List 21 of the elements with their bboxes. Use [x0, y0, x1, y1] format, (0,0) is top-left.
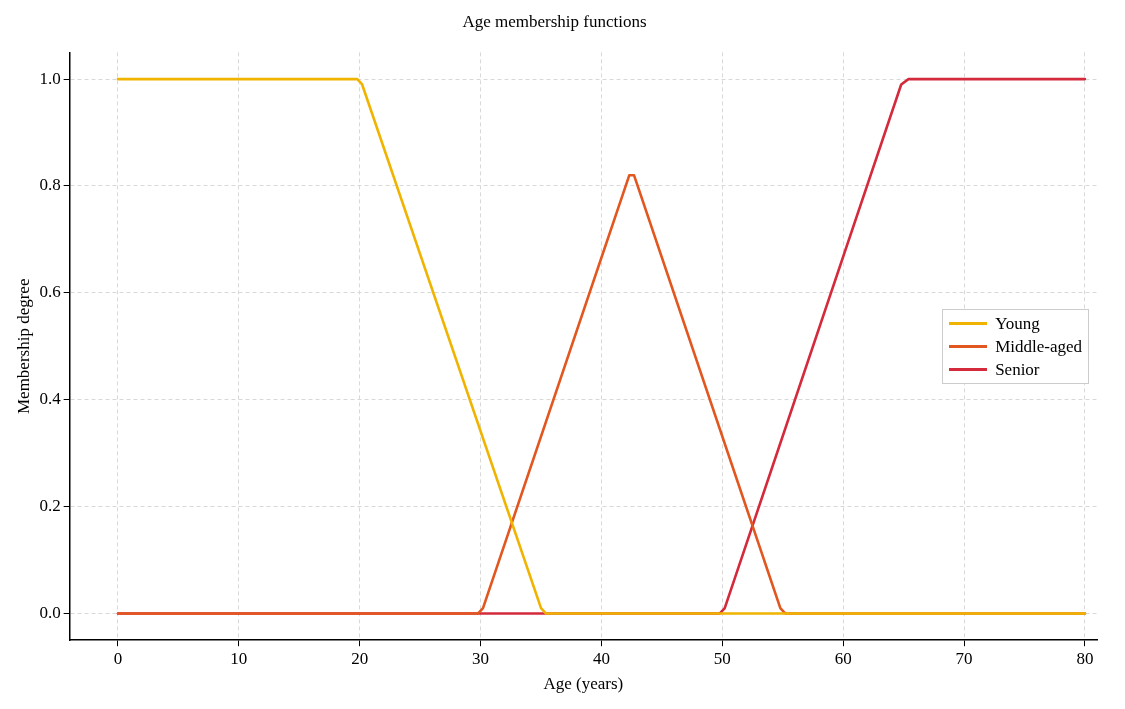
x-tick-label: 30 [472, 648, 490, 668]
y-tick-label: 0.4 [39, 389, 62, 409]
x-tick-label: 80 [1076, 648, 1094, 668]
x-tick-label: 60 [834, 648, 852, 668]
y-tick-label: 1.0 [39, 68, 61, 88]
x-tick-label: 10 [230, 648, 248, 668]
x-tick-label: 70 [955, 648, 973, 668]
y-tick-label: 0.2 [39, 496, 61, 516]
legend-label: Middle-aged [995, 335, 1082, 358]
y-tick-label: 0.0 [39, 602, 61, 622]
x-axis-title: Age (years) [543, 674, 624, 694]
y-tick-label: 0.8 [39, 175, 61, 195]
legend-label: Young [995, 312, 1040, 335]
y-tick-label: 0.6 [39, 282, 61, 302]
x-tick-label: 20 [351, 648, 369, 668]
x-tick-label: 50 [713, 648, 731, 668]
legend-label: Senior [995, 358, 1040, 381]
y-axis-title: Membership degree [13, 278, 33, 415]
x-tick-label: 0 [113, 648, 123, 668]
x-tick-label: 40 [592, 648, 610, 668]
chart-title: Age membership functions [462, 11, 647, 31]
